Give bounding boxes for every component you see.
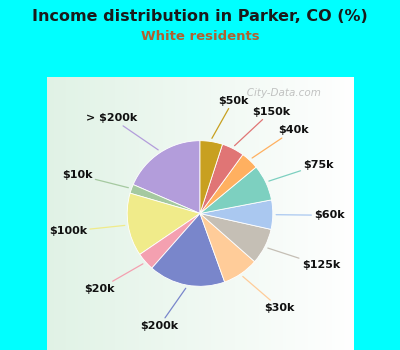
Wedge shape bbox=[200, 214, 255, 282]
Text: > $200k: > $200k bbox=[86, 113, 158, 150]
Text: White residents: White residents bbox=[141, 30, 259, 43]
Text: $100k: $100k bbox=[49, 225, 125, 236]
Text: Income distribution in Parker, CO (%): Income distribution in Parker, CO (%) bbox=[32, 9, 368, 24]
Text: $60k: $60k bbox=[276, 210, 345, 220]
Wedge shape bbox=[152, 214, 225, 286]
Wedge shape bbox=[200, 144, 243, 214]
Wedge shape bbox=[133, 141, 200, 214]
Wedge shape bbox=[200, 214, 271, 262]
Text: $30k: $30k bbox=[243, 276, 294, 313]
Text: $125k: $125k bbox=[268, 248, 340, 270]
Text: $75k: $75k bbox=[269, 160, 334, 181]
Wedge shape bbox=[200, 200, 273, 229]
Text: $20k: $20k bbox=[84, 264, 143, 294]
Wedge shape bbox=[140, 214, 200, 268]
Wedge shape bbox=[130, 184, 200, 214]
Text: City-Data.com: City-Data.com bbox=[237, 88, 321, 98]
Text: $50k: $50k bbox=[212, 96, 248, 138]
Wedge shape bbox=[200, 155, 256, 214]
Text: $200k: $200k bbox=[140, 288, 186, 331]
Wedge shape bbox=[200, 167, 272, 214]
Text: $150k: $150k bbox=[234, 107, 290, 146]
Wedge shape bbox=[127, 193, 200, 254]
Text: $40k: $40k bbox=[252, 125, 309, 158]
Text: $10k: $10k bbox=[62, 170, 128, 188]
Wedge shape bbox=[200, 141, 222, 214]
